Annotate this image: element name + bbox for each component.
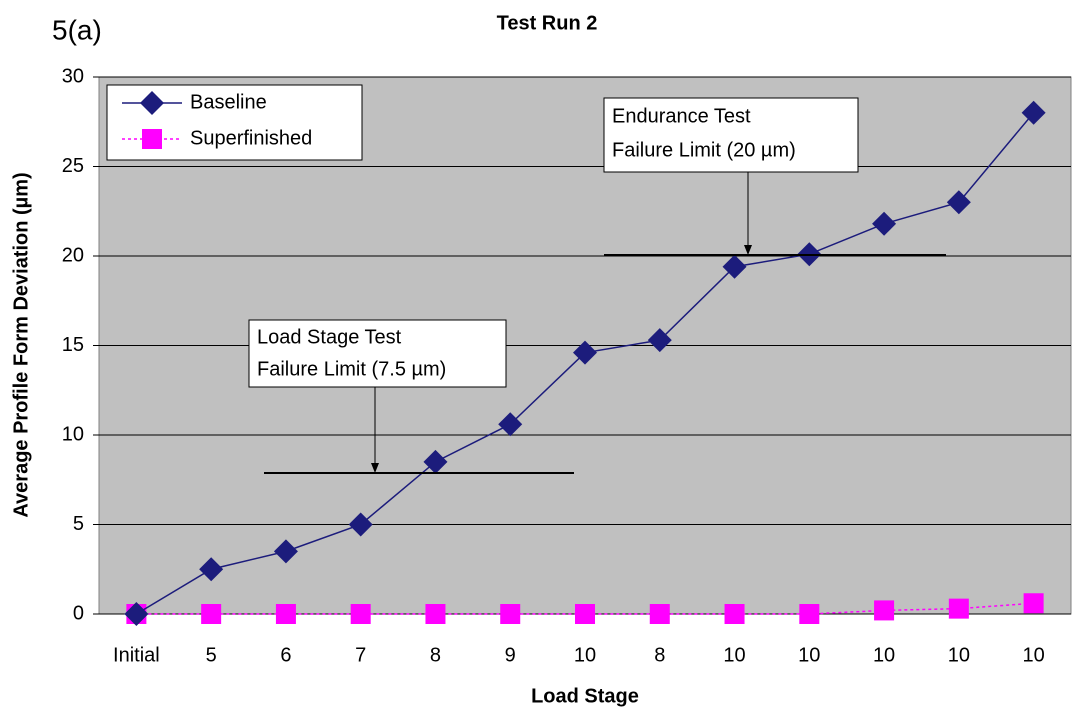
data-point [275, 604, 296, 624]
data-point [350, 604, 371, 624]
legend-marker [142, 129, 162, 149]
annotation-text: Load Stage Test [257, 326, 402, 348]
x-tick-label: 9 [505, 644, 516, 666]
data-point [575, 604, 595, 624]
x-tick-label: 10 [948, 644, 970, 666]
annotation-text: Failure Limit (7.5 µm) [257, 358, 446, 380]
data-point [647, 328, 672, 353]
data-point [874, 600, 895, 621]
arrow-head [744, 245, 752, 255]
y-tick-label: 0 [73, 602, 84, 624]
legend-label: Superfinished [190, 127, 312, 149]
data-point [124, 602, 149, 626]
annotation-box [248, 319, 507, 388]
data-point [425, 604, 446, 624]
y-tick-label: 10 [62, 423, 84, 445]
data-point [573, 340, 597, 365]
x-tick-label: 10 [798, 644, 820, 666]
x-tick-label: 6 [280, 644, 291, 666]
y-axis-label: Average Profile Form Deviation (µm) [10, 172, 32, 517]
annotation-text: Endurance Test [612, 105, 751, 127]
data-point [423, 449, 448, 474]
data-point [948, 598, 969, 619]
x-tick-label: 8 [654, 644, 665, 666]
data-point [199, 557, 224, 582]
x-tick-label: 10 [574, 644, 596, 666]
x-tick-label: 10 [1022, 644, 1044, 666]
data-point [201, 604, 222, 624]
annotation-box [603, 97, 859, 173]
y-tick-label: 30 [62, 65, 84, 87]
y-tick-label: 20 [62, 244, 84, 266]
y-tick-label: 25 [62, 155, 84, 177]
x-tick-label: 10 [723, 644, 745, 666]
x-tick-label: 5 [206, 644, 217, 666]
x-tick-label: 8 [430, 644, 441, 666]
data-point [348, 512, 373, 537]
data-point [872, 211, 897, 236]
data-point [1021, 100, 1046, 125]
data-point [722, 254, 747, 279]
data-point [500, 604, 521, 624]
data-point [498, 412, 523, 437]
data-point [649, 604, 670, 624]
panel-label: 5(a) [52, 14, 102, 45]
annotation-text: Failure Limit (20 µm) [612, 139, 796, 161]
x-tick-label: Initial [113, 644, 160, 666]
data-point [273, 539, 298, 564]
data-point [799, 604, 820, 624]
chart-title: Test Run 2 [497, 12, 598, 34]
arrow-head [371, 463, 379, 473]
data-point [724, 604, 745, 624]
legend-marker [140, 91, 164, 115]
data-point [946, 190, 971, 215]
x-tick-label: 7 [355, 644, 366, 666]
x-tick-label: 10 [873, 644, 895, 666]
y-tick-label: 5 [73, 513, 84, 535]
x-axis-label: Load Stage [531, 685, 639, 707]
y-tick-label: 15 [62, 334, 84, 356]
legend-label: Baseline [190, 91, 267, 113]
data-point [1023, 593, 1044, 614]
